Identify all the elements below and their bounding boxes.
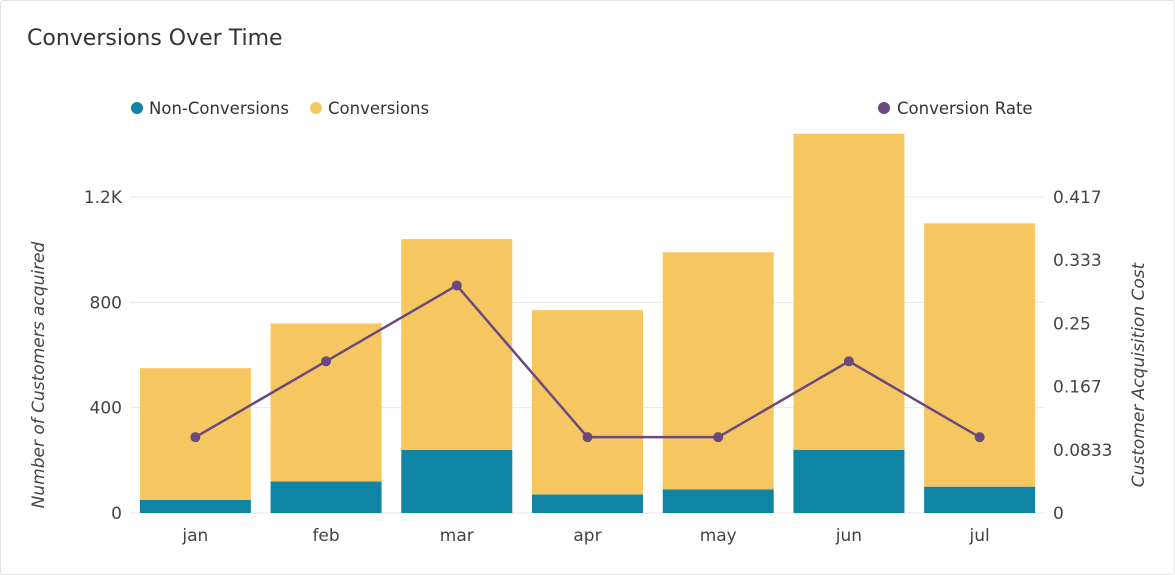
bar-non-conversions <box>924 486 1036 513</box>
conversion-rate-point <box>321 356 332 367</box>
y2-axis-label: Customer Acquisition Cost <box>1129 261 1149 487</box>
bar-conversions <box>270 323 382 482</box>
chart-title: Conversions Over Time <box>27 26 283 51</box>
x-tick-label: jun <box>835 526 862 546</box>
y2-tick-label: 0.417 <box>1053 188 1102 208</box>
legend-marker-conversion-rate <box>878 102 890 114</box>
legend-label-conversion-rate: Conversion Rate <box>897 99 1033 118</box>
x-tick-label: may <box>700 526 737 546</box>
y2-tick-label: 0.0833 <box>1053 441 1112 461</box>
y-axis-label: Number of Customers acquired <box>29 241 49 508</box>
conversion-rate-point <box>974 432 985 443</box>
bar-non-conversions <box>401 449 513 513</box>
conversion-rate-point <box>190 432 201 443</box>
legend-label-non-conversions: Non-Conversions <box>149 99 289 118</box>
y-tick-label: 0 <box>111 504 122 524</box>
bar-conversions <box>401 239 513 450</box>
bar-non-conversions <box>662 489 774 513</box>
y2-tick-label: 0.25 <box>1053 314 1091 334</box>
y2-tick-label: 0.333 <box>1053 251 1102 271</box>
bar-non-conversions <box>270 481 382 513</box>
y-tick-label: 1.2K <box>84 188 123 208</box>
y2-tick-label: 0.167 <box>1053 378 1102 398</box>
bar-non-conversions <box>532 494 643 513</box>
legend-label-conversions: Conversions <box>328 99 429 118</box>
legend-marker-non-conversions <box>131 102 143 114</box>
bar-non-conversions <box>139 499 251 513</box>
legend-marker-conversions <box>310 102 322 114</box>
x-tick-label: mar <box>440 526 474 546</box>
legend: Non-Conversions Conversions Conversion R… <box>131 99 1033 118</box>
x-tick-label: feb <box>312 526 339 546</box>
y2-tick-label: 0 <box>1053 504 1064 524</box>
bar-conversions <box>662 252 774 490</box>
conversion-rate-point <box>713 432 724 443</box>
conversion-rate-point <box>843 356 854 367</box>
x-tick-label: jul <box>969 526 990 546</box>
bar-conversions <box>793 133 905 450</box>
y-tick-label: 800 <box>90 293 122 313</box>
x-tick-label: jan <box>181 526 208 546</box>
bar-conversions <box>924 223 1036 487</box>
bar-non-conversions <box>793 449 905 513</box>
conversion-rate-point <box>582 432 593 443</box>
y-tick-label: 400 <box>90 399 122 419</box>
conversion-rate-point <box>451 280 462 291</box>
x-tick-label: apr <box>573 526 601 546</box>
bar-conversions <box>532 310 643 495</box>
